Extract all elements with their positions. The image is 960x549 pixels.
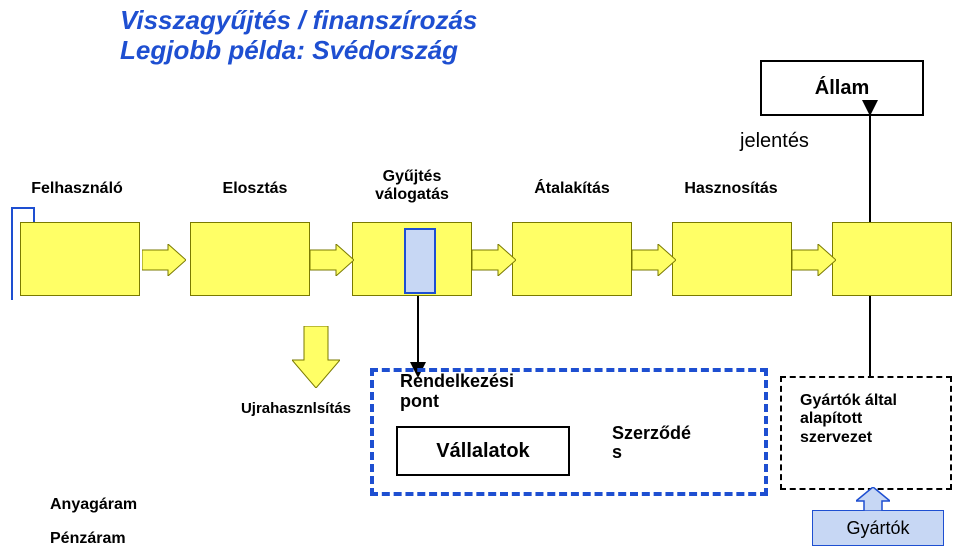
col-label-gyujtes: Gyűjtés válogatás [352, 168, 472, 204]
flow-arrow-5 [792, 244, 836, 276]
flow-arrow-3 [472, 244, 516, 276]
col-label-atalakitas: Átalakítás [512, 180, 632, 198]
sort-inner-rect [404, 228, 436, 294]
flow-block-4 [512, 222, 632, 296]
legend-anyagaram: Anyagáram [50, 496, 137, 514]
col-label-elosztas: Elosztás [200, 180, 310, 198]
companies-box-label: Vállalatok [436, 440, 529, 463]
flow-block-6 [832, 222, 952, 296]
contract-label: Szerződé s [612, 424, 691, 462]
flow-arrow-1 [142, 244, 186, 276]
flow-arrow-2 [310, 244, 354, 276]
col-label-hasznositas: Hasznosítás [666, 180, 796, 198]
flow-block-1 [20, 222, 140, 296]
flow-arrow-4 [632, 244, 676, 276]
avail-point-label: Rendelkezési pont [400, 372, 514, 412]
legend-penzaram: Pénzáram [50, 530, 126, 548]
flow-block-2 [190, 222, 310, 296]
recycle-label: Ujrahasznlsítás [226, 400, 366, 417]
org-label: Gyártók által alapított szervezet [800, 392, 897, 447]
manufacturers-box-label: Gyártók [846, 518, 909, 539]
manufacturers-box: Gyártók [812, 510, 944, 546]
flow-block-5 [672, 222, 792, 296]
col-label-felhasznalo: Felhasználó [12, 180, 142, 198]
manufacturers-up-arrow-icon [856, 487, 890, 511]
recycle-down-arrow-icon [292, 326, 340, 388]
report-label: jelentés [740, 130, 809, 153]
companies-box: Vállalatok [396, 426, 570, 476]
